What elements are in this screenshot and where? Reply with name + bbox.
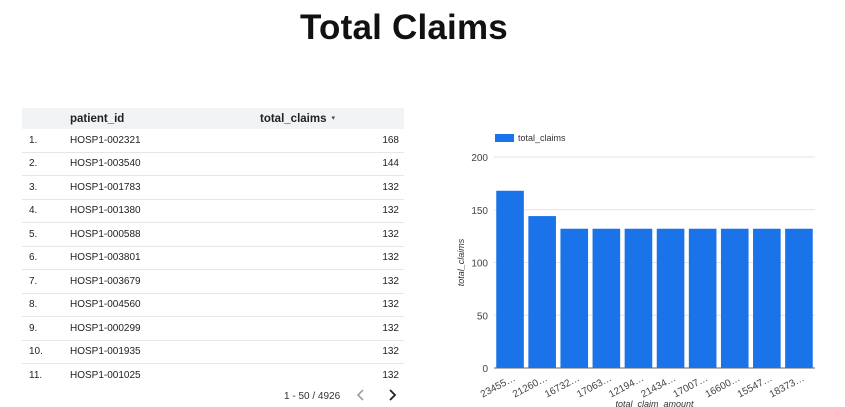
cell-patient-id: HOSP1-001025 (70, 369, 141, 381)
y-tick-label: 50 (477, 311, 489, 322)
chevron-right-icon[interactable] (384, 386, 400, 404)
sort-descending-icon[interactable]: ▾ (331, 115, 335, 123)
table-row[interactable]: 7. HOSP1-003679 132 (22, 269, 404, 294)
row-index: 10. (22, 340, 70, 364)
cell-total-claims: 132 (382, 369, 399, 381)
data-table: patient_id total_claims ▾ 1. HOSP1-002321 1… (22, 108, 404, 387)
table-row[interactable]: 2. HOSP1-003540 144 (22, 152, 404, 176)
row-index: 2. (22, 152, 70, 176)
row-index: 6. (22, 246, 70, 270)
row-index: 11. (29, 369, 43, 381)
bar[interactable] (560, 228, 589, 368)
page-title: Total Claims (300, 8, 508, 47)
row-index: 5. (22, 222, 70, 247)
table-row[interactable]: 5. HOSP1-000588 132 (22, 222, 404, 247)
table-row[interactable]: 3. HOSP1-001783 132 (22, 175, 404, 200)
x-tick-label: 12194… (607, 373, 646, 400)
bar[interactable] (528, 216, 556, 368)
bar[interactable] (753, 228, 781, 368)
bar[interactable] (624, 228, 653, 368)
cell-patient-id: HOSP1-003801 (70, 246, 260, 270)
bar[interactable] (592, 228, 621, 368)
table-row[interactable]: 1. HOSP1-002321 168 (22, 129, 404, 153)
cell-patient-id: HOSP1-000588 (70, 222, 260, 247)
cell-patient-id: HOSP1-004560 (70, 293, 260, 317)
table-row[interactable]: 4. HOSP1-001380 132 (22, 199, 404, 223)
row-index: 4. (22, 199, 70, 223)
x-axis-title: total_claim_amount (615, 399, 694, 407)
y-tick-label: 200 (471, 153, 488, 164)
cell-total-claims: 132 (260, 269, 404, 294)
cell-total-claims: 132 (260, 293, 404, 317)
table-row[interactable]: 6. HOSP1-003801 132 (22, 246, 404, 270)
cell-patient-id: HOSP1-003679 (70, 269, 260, 294)
table-row[interactable]: 11. HOSP1-001025 132 (22, 364, 404, 387)
cell-patient-id: HOSP1-001935 (70, 340, 260, 364)
header-patient-id[interactable]: patient_id (70, 108, 260, 129)
claims-table: patient_id total_claims ▾ 1. HOSP1-002321 1… (22, 108, 404, 381)
bar[interactable] (785, 228, 813, 368)
bar-chart-svg: 0 50 100 150 200 23455…21260…16732…17063…1219… (456, 133, 815, 407)
x-tick-label: 23455… (479, 373, 518, 400)
row-index: 8. (22, 293, 70, 317)
row-index: 9. (22, 316, 70, 341)
cell-total-claims: 132 (260, 340, 404, 364)
x-tick-label: 16600… (704, 373, 743, 400)
legend-swatch (495, 134, 514, 142)
table-header-row: patient_id total_claims ▾ (22, 108, 404, 129)
legend-label: total_claims (518, 133, 566, 143)
y-tick-label: 150 (471, 206, 488, 217)
chevron-left-icon[interactable] (353, 386, 369, 404)
cell-patient-id: HOSP1-002321 (70, 129, 260, 153)
x-tick-label: 18373… (768, 373, 807, 400)
cell-patient-id: HOSP1-001783 (70, 175, 260, 200)
x-tick-label: 21434… (639, 373, 678, 400)
table-row[interactable]: 8. HOSP1-004560 132 (22, 293, 404, 317)
cell-patient-id: HOSP1-003540 (70, 152, 260, 176)
cell-total-claims: 132 (260, 316, 404, 341)
cell-total-claims: 168 (260, 129, 404, 153)
bar[interactable] (720, 228, 749, 368)
bar[interactable] (656, 228, 685, 368)
bar-chart: 0 50 100 150 200 23455… 21260… 16732… 17063… 1219… (440, 110, 840, 407)
row-index: 7. (22, 269, 70, 294)
header-index (22, 108, 70, 129)
table-row[interactable]: 10. HOSP1-001935 132 (22, 340, 404, 364)
row-index: 1. (22, 129, 70, 153)
row-index: 3. (22, 175, 70, 200)
x-tick-label: 17063… (575, 373, 614, 400)
header-total-claims[interactable]: total_claims ▾ (260, 108, 404, 129)
pagination-label: 1 - 50 / 4926 (284, 391, 341, 402)
table-row[interactable]: 9. HOSP1-000299 132 (22, 316, 404, 341)
x-tick-label: 17007… (672, 373, 711, 400)
x-tick-label: 21260… (511, 373, 550, 400)
x-tick-label: 15547… (736, 373, 775, 400)
header-total-claims-label: total_claims (260, 112, 327, 125)
cell-total-claims: 132 (260, 246, 404, 270)
cell-total-claims: 132 (260, 175, 404, 200)
bar[interactable] (688, 228, 717, 368)
bar[interactable] (496, 190, 524, 368)
cell-total-claims: 144 (260, 152, 404, 176)
y-axis-title: total_claims (456, 238, 466, 286)
x-tick-label: 16732… (543, 373, 582, 400)
y-tick-label: 0 (482, 364, 488, 375)
table-body: 1. HOSP1-002321 168 2. HOSP1-003540 144 3. HOSP… (22, 129, 404, 387)
header-patient-id-label: patient_id (70, 112, 125, 125)
cell-patient-id: HOSP1-000299 (70, 316, 260, 341)
cell-patient-id: HOSP1-001380 (70, 199, 260, 223)
cell-total-claims: 132 (260, 199, 404, 223)
cell-total-claims: 132 (260, 222, 404, 247)
y-tick-label: 100 (471, 259, 488, 270)
